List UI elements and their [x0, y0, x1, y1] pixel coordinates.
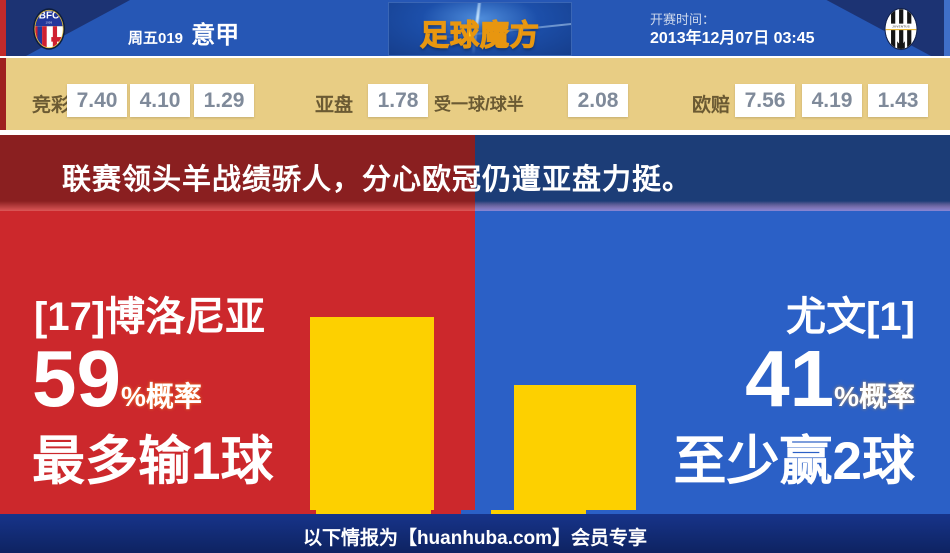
svg-text:JUVENTUS: JUVENTUS [892, 24, 910, 28]
svg-text:1909: 1909 [46, 22, 53, 24]
